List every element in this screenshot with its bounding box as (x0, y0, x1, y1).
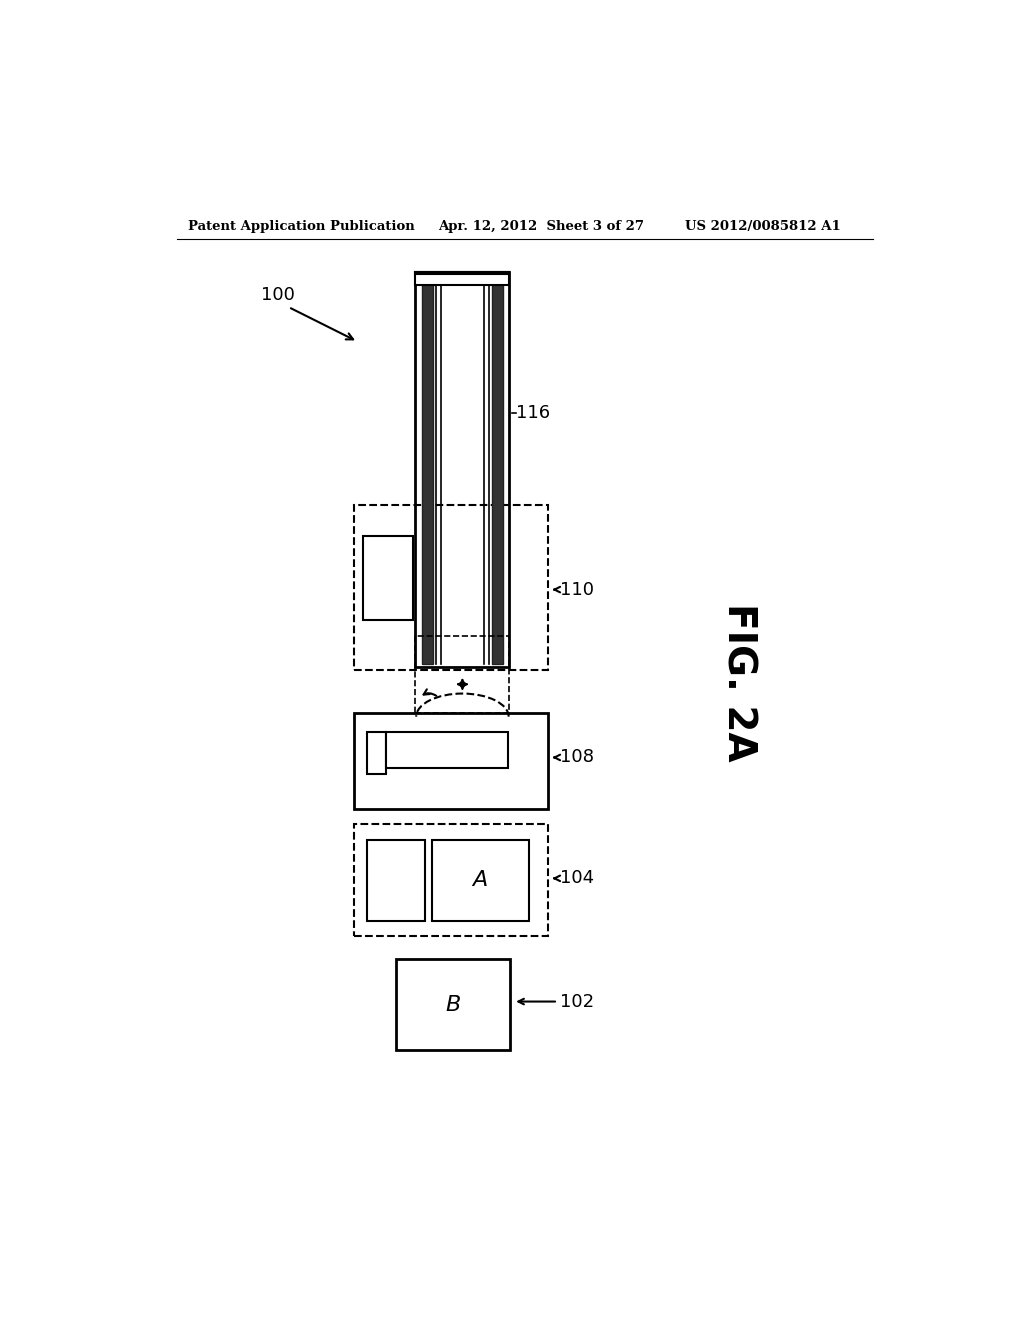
Text: B: B (445, 995, 461, 1015)
Circle shape (460, 682, 465, 686)
Bar (416, 272, 509, 285)
Text: US 2012/0085812 A1: US 2012/0085812 A1 (685, 219, 841, 232)
Text: Apr. 12, 2012  Sheet 3 of 27: Apr. 12, 2012 Sheet 3 of 27 (438, 219, 644, 232)
Bar (367, 733, 386, 775)
Bar (396, 960, 510, 1051)
Bar (416, 272, 509, 667)
Text: Patent Application Publication: Patent Application Publication (188, 219, 415, 232)
Bar (492, 276, 503, 664)
Text: 108: 108 (560, 748, 594, 767)
Bar (367, 840, 425, 921)
Text: FIG. 2A: FIG. 2A (720, 603, 758, 762)
Text: 110: 110 (560, 581, 594, 598)
Text: 116: 116 (515, 404, 550, 421)
Text: A: A (472, 870, 487, 890)
Text: 104: 104 (560, 870, 594, 887)
Bar (422, 276, 433, 664)
Bar (386, 733, 508, 768)
Text: 100: 100 (261, 286, 295, 305)
Bar (354, 713, 548, 809)
Bar (354, 825, 548, 936)
Bar (354, 506, 548, 671)
Bar (416, 636, 509, 713)
Bar (416, 272, 509, 275)
Bar (432, 840, 528, 921)
Text: 102: 102 (560, 993, 594, 1011)
Bar (364, 536, 413, 620)
